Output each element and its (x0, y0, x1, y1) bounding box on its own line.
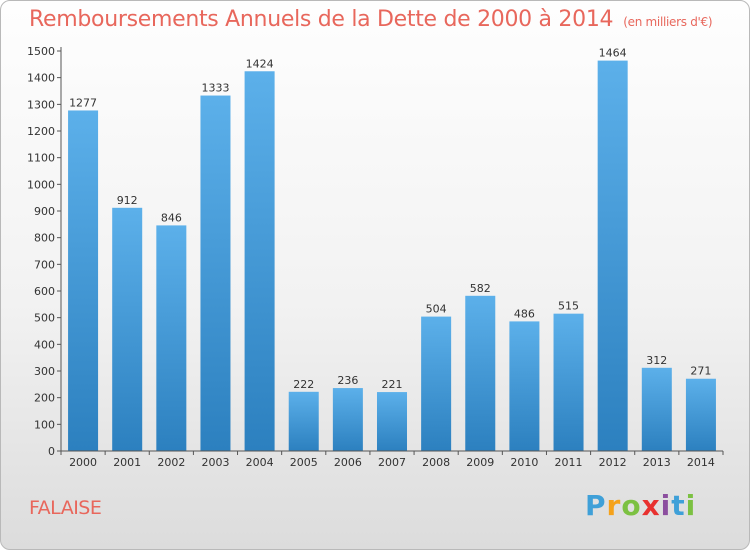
x-tick-label: 2010 (510, 456, 538, 469)
bar-value-label: 221 (382, 378, 403, 391)
bar-value-label: 1424 (246, 57, 274, 70)
bar-2001 (112, 207, 143, 451)
x-tick-label: 2000 (69, 456, 97, 469)
y-tick-label: 900 (34, 205, 55, 218)
y-tick-label: 200 (34, 392, 55, 405)
logo-letter: P (585, 489, 607, 522)
y-tick-label: 1000 (27, 178, 55, 191)
y-tick-label: 1300 (27, 98, 55, 111)
y-tick-label: 1200 (27, 125, 55, 138)
bar-2012 (597, 60, 628, 451)
y-tick-label: 700 (34, 258, 55, 271)
chart-title: Remboursements Annuels de la Dette de 20… (29, 7, 713, 32)
bar-value-label: 236 (337, 374, 358, 387)
logo-letter: o (621, 489, 642, 522)
bar-value-label: 222 (293, 378, 314, 391)
chart-unit: (en milliers d'€) (623, 15, 713, 29)
bars: 1277 912 846 1333 1424 222 236 221 504 582 486 515 1… (68, 47, 716, 452)
y-tick-label: 1100 (27, 152, 55, 165)
x-tick-label: 2005 (290, 456, 318, 469)
logo-letter: x (641, 489, 661, 522)
x-tick-label: 2007 (378, 456, 406, 469)
y-tick-label: 300 (34, 365, 55, 378)
y-axis: 0 100 200 300 400 500 600 700 800 900 1000 1100 1200… (27, 45, 62, 458)
y-tick-label: 0 (48, 445, 55, 458)
chart-title-text: Remboursements Annuels de la Dette de 20… (29, 7, 614, 32)
x-tick-label: 2001 (113, 456, 141, 469)
bar-2004 (244, 71, 275, 452)
bar-value-label: 1277 (69, 96, 97, 109)
bar-value-label: 1464 (599, 47, 627, 60)
logo-letter: t (671, 489, 686, 522)
bar-2013 (641, 367, 672, 451)
y-tick-label: 800 (34, 232, 55, 245)
x-tick-label: 2009 (466, 456, 494, 469)
bar-value-label: 846 (161, 211, 182, 224)
x-tick-label: 2003 (201, 456, 229, 469)
logo-letter: i (660, 489, 672, 522)
bar-2010 (509, 321, 540, 451)
bar-2008 (421, 316, 452, 451)
x-axis: 2000 2001 2002 2003 2004 2005 2006 2007 2008 2009… (60, 450, 724, 469)
bar-2014 (685, 378, 716, 451)
bar-value-label: 582 (470, 282, 491, 295)
bar-value-label: 912 (117, 194, 138, 207)
y-tick-label: 600 (34, 285, 55, 298)
bar-value-label: 312 (646, 354, 667, 367)
x-tick-label: 2014 (687, 456, 715, 469)
proxiti-logo: Proxiti (585, 489, 696, 522)
x-tick-label: 2002 (157, 456, 185, 469)
bar-value-label: 504 (426, 303, 447, 316)
bar-value-label: 515 (558, 300, 579, 313)
x-tick-label: 2013 (643, 456, 671, 469)
logo-letter: i (685, 489, 697, 522)
bar-2007 (376, 392, 408, 451)
bar-2011 (553, 313, 584, 451)
x-tick-label: 2011 (555, 456, 583, 469)
bar-2005 (288, 391, 319, 451)
y-tick-label: 1500 (27, 45, 55, 58)
bar-value-label: 486 (514, 307, 535, 320)
x-tick-label: 2006 (334, 456, 362, 469)
bar-value-label: 1333 (201, 82, 229, 95)
bar-2002 (156, 225, 187, 451)
x-tick-label: 2012 (599, 456, 627, 469)
bar-2006 (332, 388, 363, 451)
bar-2000 (68, 110, 99, 451)
logo-letter: r (606, 489, 622, 522)
y-tick-label: 1400 (27, 72, 55, 85)
y-tick-label: 400 (34, 338, 55, 351)
bar-2009 (465, 295, 496, 451)
bar-2003 (200, 95, 231, 452)
x-tick-label: 2008 (422, 456, 450, 469)
y-tick-label: 100 (34, 418, 55, 431)
place-name: FALAISE (29, 497, 102, 519)
x-tick-label: 2004 (246, 456, 274, 469)
y-tick-label: 500 (34, 312, 55, 325)
bar-value-label: 271 (690, 365, 711, 378)
